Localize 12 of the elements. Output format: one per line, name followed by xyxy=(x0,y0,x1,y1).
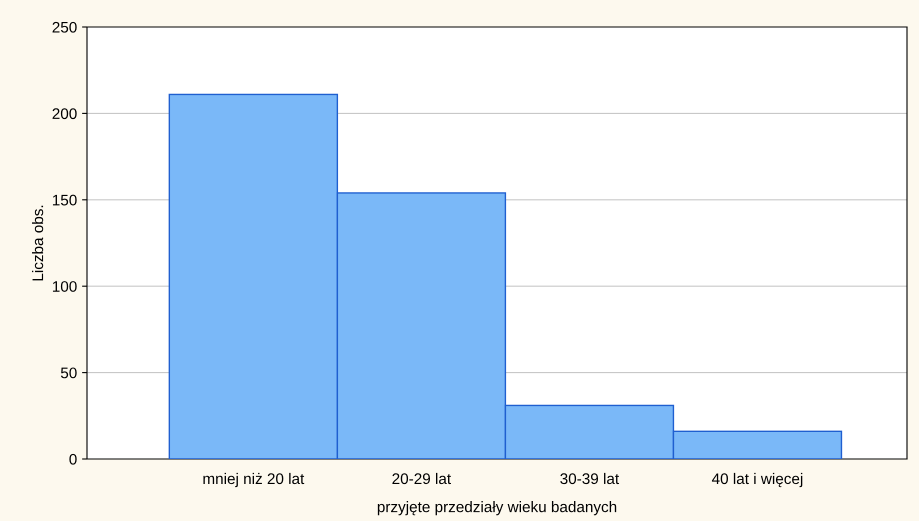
y-tick-label: 50 xyxy=(60,367,77,378)
y-axis-title: Liczba obs. xyxy=(32,206,44,280)
y-tick-label: 150 xyxy=(52,194,77,206)
x-tick-label: 30-39 lat xyxy=(560,472,620,484)
y-tick-label: 250 xyxy=(52,22,77,33)
y-tick-label: 200 xyxy=(52,108,77,120)
y-tick-label: 0 xyxy=(69,454,77,465)
x-tick-label: 40 lat i więcej xyxy=(712,472,802,488)
x-tick-label: 20-29 lat xyxy=(392,472,452,484)
x-axis-title: przyjęte przedziały wieku badanych xyxy=(378,501,616,516)
y-tick-label: 100 xyxy=(52,281,77,292)
x-tick-label: mniej niż 20 lat xyxy=(203,472,304,488)
